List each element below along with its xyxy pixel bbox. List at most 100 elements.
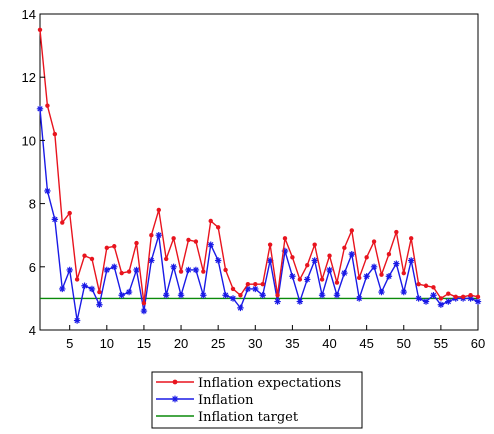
data-point [103,266,111,274]
data-point [140,307,148,315]
data-point [438,296,444,301]
legend: Inflation expectations Inflation Inflation… [151,371,363,429]
data-point [252,285,259,293]
data-point [201,269,206,274]
data-point [133,266,140,274]
data-point [59,285,66,293]
data-point [111,263,118,270]
data-point [253,281,258,287]
x-axis: 5 10 15 20 25 30 35 40 45 50 55 60 [66,325,485,351]
data-point [378,288,385,296]
data-point [400,288,407,296]
data-point [267,242,273,247]
x-tick-label: 5 [66,336,73,351]
data-point [401,270,406,276]
data-point [297,277,303,282]
data-point [125,288,133,296]
data-point [274,298,281,305]
data-point [82,253,87,258]
data-point [275,293,280,298]
data-point [437,301,445,308]
data-point [52,131,58,137]
data-point [178,269,184,274]
data-point [318,292,326,299]
data-point [112,244,117,249]
data-point [96,301,103,308]
data-point [363,273,370,280]
data-point [200,292,207,299]
data-point [468,293,473,298]
x-tick-label: 40 [322,336,336,351]
y-tick-label: 10 [22,133,36,148]
data-point [193,239,199,244]
data-point [89,256,95,262]
data-point [119,270,124,276]
data-point [170,263,177,270]
legend-item: Inflation expectations [156,376,341,391]
data-point [238,293,243,298]
data-point [141,300,147,306]
data-point [66,266,73,274]
data-point [260,281,265,287]
data-point [385,273,393,280]
x-tick-label: 45 [359,336,373,351]
y-tick-label: 14 [22,7,36,22]
data-point [244,285,252,293]
data-point [44,187,51,195]
data-point [453,294,458,300]
legend-swatch-marker [172,379,178,385]
y-tick-label: 6 [29,260,36,275]
legend-label: Inflation expectations [198,376,341,391]
legend-swatch-marker [171,395,179,403]
data-point [73,317,81,324]
data-point [185,266,192,274]
data-point [319,277,325,282]
legend-item: Inflation [156,393,254,408]
data-point [282,236,288,241]
data-point [45,103,50,108]
data-point [312,242,317,247]
data-point [370,263,378,270]
data-point [148,257,155,264]
data-point [88,285,96,293]
data-point [81,282,88,289]
data-point [163,292,170,299]
data-point [149,233,154,238]
legend-box [151,371,363,429]
x-tick-label: 25 [211,336,225,351]
data-point [445,298,452,305]
y-tick-label: 8 [29,197,36,212]
data-point [386,251,392,257]
data-point [229,295,237,302]
data-point [446,291,451,296]
data-point [67,210,72,216]
data-point [342,245,347,251]
data-point [467,295,474,302]
data-point [223,267,228,273]
series-inflation [36,105,482,324]
data-point [304,276,311,283]
y-axis: 4 6 8 10 12 14 [22,7,45,338]
data-point [259,292,266,299]
data-point [156,207,161,213]
data-point [222,292,229,299]
data-point [348,250,355,258]
data-point [341,269,348,277]
data-point [326,266,333,274]
data-point [36,105,44,112]
data-point [237,304,244,312]
x-tick-label: 55 [434,336,448,351]
data-point [164,256,169,262]
data-point [349,228,354,233]
data-point [134,240,139,246]
data-point [394,229,399,235]
data-point [214,257,222,264]
x-tick-label: 15 [137,336,151,351]
data-point [155,232,162,239]
data-point [407,257,415,264]
data-point [430,292,437,299]
data-point [460,294,466,300]
data-point [208,218,213,224]
plot-area-frame [39,13,479,331]
